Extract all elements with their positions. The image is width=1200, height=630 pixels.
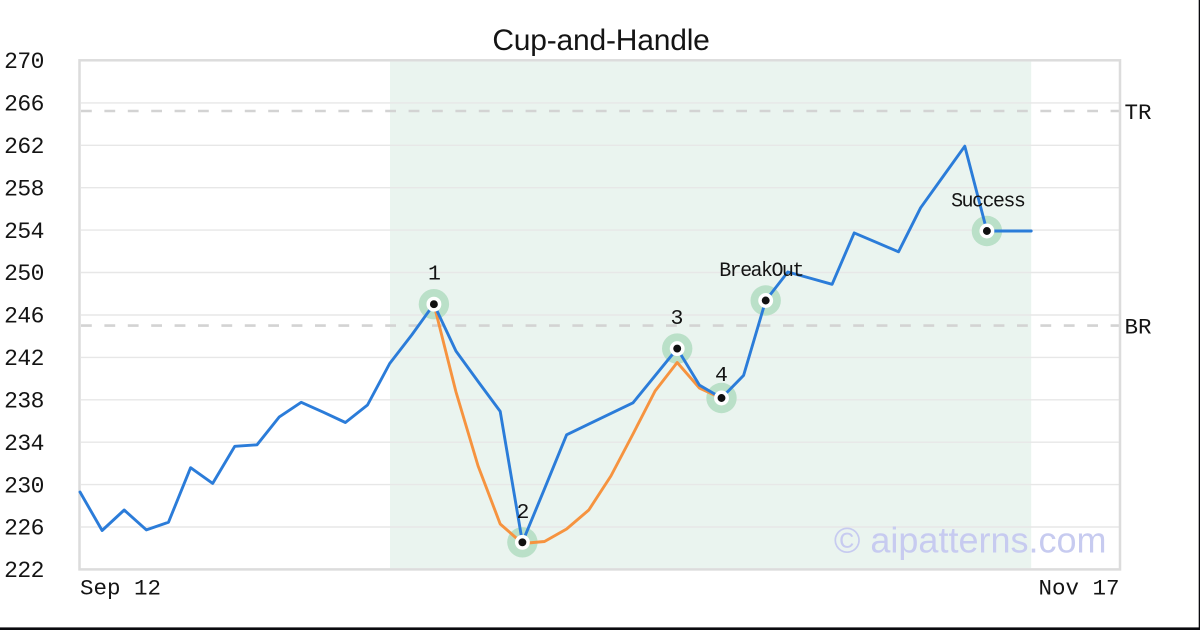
svg-text:258: 258 bbox=[4, 176, 44, 202]
svg-text:238: 238 bbox=[4, 389, 44, 415]
svg-text:1: 1 bbox=[428, 263, 441, 287]
svg-text:Sep 12: Sep 12 bbox=[80, 576, 161, 602]
svg-text:TR: TR bbox=[1125, 100, 1152, 126]
svg-text:234: 234 bbox=[4, 431, 44, 457]
svg-text:226: 226 bbox=[4, 516, 44, 542]
svg-text:230: 230 bbox=[4, 473, 44, 499]
svg-text:242: 242 bbox=[4, 346, 44, 372]
svg-text:BreakOut: BreakOut bbox=[719, 260, 803, 283]
svg-text:Cup-and-Handle: Cup-and-Handle bbox=[492, 24, 709, 57]
svg-text:BR: BR bbox=[1125, 314, 1152, 340]
svg-text:Success: Success bbox=[951, 191, 1025, 214]
svg-text:270: 270 bbox=[4, 49, 44, 75]
svg-text:246: 246 bbox=[4, 304, 44, 330]
svg-text:© aipatterns.com: © aipatterns.com bbox=[834, 520, 1107, 561]
svg-text:266: 266 bbox=[4, 92, 44, 118]
svg-text:Nov 17: Nov 17 bbox=[1038, 576, 1119, 602]
svg-text:3: 3 bbox=[671, 307, 684, 331]
svg-text:2: 2 bbox=[517, 501, 530, 525]
svg-text:250: 250 bbox=[4, 261, 44, 287]
svg-text:222: 222 bbox=[4, 558, 44, 584]
svg-text:262: 262 bbox=[4, 134, 44, 160]
svg-text:4: 4 bbox=[715, 364, 728, 388]
svg-text:254: 254 bbox=[4, 219, 44, 245]
